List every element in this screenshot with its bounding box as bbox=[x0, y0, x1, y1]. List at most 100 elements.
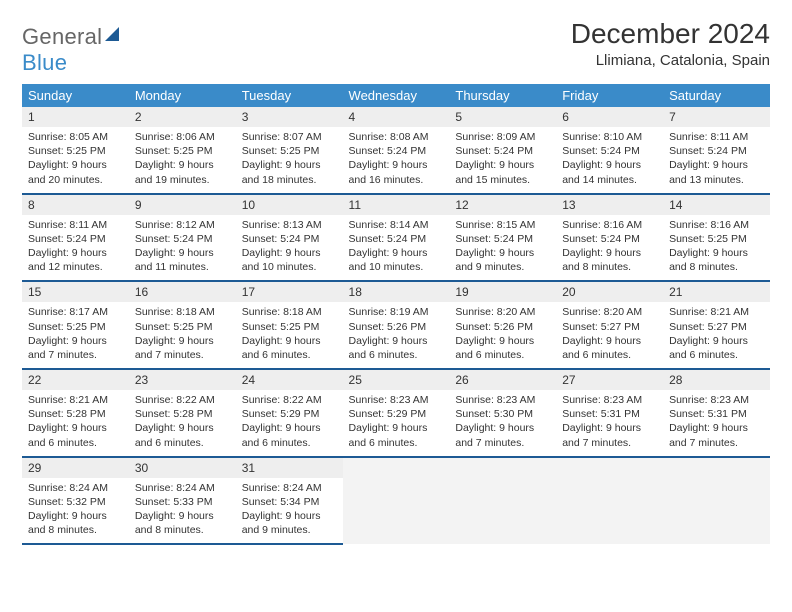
day-info: Sunrise: 8:08 AMSunset: 5:24 PMDaylight:… bbox=[343, 127, 450, 193]
day-number: 20 bbox=[556, 282, 663, 302]
day-info: Sunrise: 8:22 AMSunset: 5:28 PMDaylight:… bbox=[129, 390, 236, 456]
calendar-day: 17Sunrise: 8:18 AMSunset: 5:25 PMDayligh… bbox=[236, 281, 343, 369]
day-info: Sunrise: 8:07 AMSunset: 5:25 PMDaylight:… bbox=[236, 127, 343, 193]
weekday-header: Monday bbox=[129, 84, 236, 107]
calendar-day-empty bbox=[449, 457, 556, 545]
day-info: Sunrise: 8:19 AMSunset: 5:26 PMDaylight:… bbox=[343, 302, 450, 368]
day-number: 24 bbox=[236, 370, 343, 390]
day-info: Sunrise: 8:23 AMSunset: 5:31 PMDaylight:… bbox=[556, 390, 663, 456]
day-info: Sunrise: 8:21 AMSunset: 5:27 PMDaylight:… bbox=[663, 302, 770, 368]
calendar-week: 1Sunrise: 8:05 AMSunset: 5:25 PMDaylight… bbox=[22, 107, 770, 194]
day-number: 21 bbox=[663, 282, 770, 302]
brand-logo: General Blue bbox=[22, 18, 119, 76]
calendar-day: 5Sunrise: 8:09 AMSunset: 5:24 PMDaylight… bbox=[449, 107, 556, 194]
day-number: 17 bbox=[236, 282, 343, 302]
day-info: Sunrise: 8:17 AMSunset: 5:25 PMDaylight:… bbox=[22, 302, 129, 368]
calendar-day: 11Sunrise: 8:14 AMSunset: 5:24 PMDayligh… bbox=[343, 194, 450, 282]
calendar-day: 23Sunrise: 8:22 AMSunset: 5:28 PMDayligh… bbox=[129, 369, 236, 457]
day-number: 31 bbox=[236, 458, 343, 478]
day-number: 6 bbox=[556, 107, 663, 127]
day-number: 28 bbox=[663, 370, 770, 390]
day-number: 2 bbox=[129, 107, 236, 127]
calendar-day: 14Sunrise: 8:16 AMSunset: 5:25 PMDayligh… bbox=[663, 194, 770, 282]
calendar-day: 30Sunrise: 8:24 AMSunset: 5:33 PMDayligh… bbox=[129, 457, 236, 545]
day-info: Sunrise: 8:09 AMSunset: 5:24 PMDaylight:… bbox=[449, 127, 556, 193]
day-number: 1 bbox=[22, 107, 129, 127]
day-info: Sunrise: 8:12 AMSunset: 5:24 PMDaylight:… bbox=[129, 215, 236, 281]
day-info: Sunrise: 8:21 AMSunset: 5:28 PMDaylight:… bbox=[22, 390, 129, 456]
day-info: Sunrise: 8:16 AMSunset: 5:24 PMDaylight:… bbox=[556, 215, 663, 281]
calendar-day: 15Sunrise: 8:17 AMSunset: 5:25 PMDayligh… bbox=[22, 281, 129, 369]
day-info: Sunrise: 8:20 AMSunset: 5:26 PMDaylight:… bbox=[449, 302, 556, 368]
day-info: Sunrise: 8:23 AMSunset: 5:30 PMDaylight:… bbox=[449, 390, 556, 456]
month-title: December 2024 bbox=[571, 18, 770, 50]
calendar-day-empty bbox=[343, 457, 450, 545]
day-number: 3 bbox=[236, 107, 343, 127]
calendar-day: 21Sunrise: 8:21 AMSunset: 5:27 PMDayligh… bbox=[663, 281, 770, 369]
weekday-header: Saturday bbox=[663, 84, 770, 107]
day-number: 15 bbox=[22, 282, 129, 302]
day-number: 26 bbox=[449, 370, 556, 390]
calendar-day: 27Sunrise: 8:23 AMSunset: 5:31 PMDayligh… bbox=[556, 369, 663, 457]
calendar-day: 25Sunrise: 8:23 AMSunset: 5:29 PMDayligh… bbox=[343, 369, 450, 457]
day-number: 29 bbox=[22, 458, 129, 478]
calendar-day: 22Sunrise: 8:21 AMSunset: 5:28 PMDayligh… bbox=[22, 369, 129, 457]
day-info: Sunrise: 8:20 AMSunset: 5:27 PMDaylight:… bbox=[556, 302, 663, 368]
calendar-day: 28Sunrise: 8:23 AMSunset: 5:31 PMDayligh… bbox=[663, 369, 770, 457]
calendar-day: 26Sunrise: 8:23 AMSunset: 5:30 PMDayligh… bbox=[449, 369, 556, 457]
brand-word2: Blue bbox=[22, 50, 67, 75]
calendar-header: SundayMondayTuesdayWednesdayThursdayFrid… bbox=[22, 84, 770, 107]
calendar-day: 16Sunrise: 8:18 AMSunset: 5:25 PMDayligh… bbox=[129, 281, 236, 369]
calendar-day: 29Sunrise: 8:24 AMSunset: 5:32 PMDayligh… bbox=[22, 457, 129, 545]
triangle-icon bbox=[105, 27, 119, 41]
day-number: 30 bbox=[129, 458, 236, 478]
calendar-day-empty bbox=[663, 457, 770, 545]
day-info: Sunrise: 8:24 AMSunset: 5:33 PMDaylight:… bbox=[129, 478, 236, 544]
day-info: Sunrise: 8:24 AMSunset: 5:34 PMDaylight:… bbox=[236, 478, 343, 544]
calendar-day: 20Sunrise: 8:20 AMSunset: 5:27 PMDayligh… bbox=[556, 281, 663, 369]
calendar-day: 10Sunrise: 8:13 AMSunset: 5:24 PMDayligh… bbox=[236, 194, 343, 282]
day-info: Sunrise: 8:23 AMSunset: 5:31 PMDaylight:… bbox=[663, 390, 770, 456]
day-info: Sunrise: 8:14 AMSunset: 5:24 PMDaylight:… bbox=[343, 215, 450, 281]
day-number: 14 bbox=[663, 195, 770, 215]
calendar-week: 15Sunrise: 8:17 AMSunset: 5:25 PMDayligh… bbox=[22, 281, 770, 369]
weekday-header: Thursday bbox=[449, 84, 556, 107]
brand-word1: General bbox=[22, 24, 102, 49]
weekday-header: Friday bbox=[556, 84, 663, 107]
day-info: Sunrise: 8:13 AMSunset: 5:24 PMDaylight:… bbox=[236, 215, 343, 281]
day-number: 9 bbox=[129, 195, 236, 215]
weekday-header: Sunday bbox=[22, 84, 129, 107]
calendar-day: 12Sunrise: 8:15 AMSunset: 5:24 PMDayligh… bbox=[449, 194, 556, 282]
day-number: 4 bbox=[343, 107, 450, 127]
weekday-header: Tuesday bbox=[236, 84, 343, 107]
day-number: 12 bbox=[449, 195, 556, 215]
day-number: 7 bbox=[663, 107, 770, 127]
calendar-day: 2Sunrise: 8:06 AMSunset: 5:25 PMDaylight… bbox=[129, 107, 236, 194]
day-info: Sunrise: 8:23 AMSunset: 5:29 PMDaylight:… bbox=[343, 390, 450, 456]
calendar-day: 6Sunrise: 8:10 AMSunset: 5:24 PMDaylight… bbox=[556, 107, 663, 194]
day-number: 27 bbox=[556, 370, 663, 390]
location: Llimiana, Catalonia, Spain bbox=[571, 52, 770, 69]
day-info: Sunrise: 8:18 AMSunset: 5:25 PMDaylight:… bbox=[236, 302, 343, 368]
calendar-day: 9Sunrise: 8:12 AMSunset: 5:24 PMDaylight… bbox=[129, 194, 236, 282]
day-info: Sunrise: 8:22 AMSunset: 5:29 PMDaylight:… bbox=[236, 390, 343, 456]
day-info: Sunrise: 8:11 AMSunset: 5:24 PMDaylight:… bbox=[22, 215, 129, 281]
calendar-week: 29Sunrise: 8:24 AMSunset: 5:32 PMDayligh… bbox=[22, 457, 770, 545]
day-info: Sunrise: 8:06 AMSunset: 5:25 PMDaylight:… bbox=[129, 127, 236, 193]
day-info: Sunrise: 8:15 AMSunset: 5:24 PMDaylight:… bbox=[449, 215, 556, 281]
day-number: 5 bbox=[449, 107, 556, 127]
calendar-day: 31Sunrise: 8:24 AMSunset: 5:34 PMDayligh… bbox=[236, 457, 343, 545]
day-number: 8 bbox=[22, 195, 129, 215]
day-number: 10 bbox=[236, 195, 343, 215]
title-block: December 2024 Llimiana, Catalonia, Spain bbox=[571, 18, 770, 69]
calendar-day: 19Sunrise: 8:20 AMSunset: 5:26 PMDayligh… bbox=[449, 281, 556, 369]
day-number: 25 bbox=[343, 370, 450, 390]
calendar-day-empty bbox=[556, 457, 663, 545]
calendar-week: 8Sunrise: 8:11 AMSunset: 5:24 PMDaylight… bbox=[22, 194, 770, 282]
calendar-day: 1Sunrise: 8:05 AMSunset: 5:25 PMDaylight… bbox=[22, 107, 129, 194]
calendar-day: 13Sunrise: 8:16 AMSunset: 5:24 PMDayligh… bbox=[556, 194, 663, 282]
calendar-day: 18Sunrise: 8:19 AMSunset: 5:26 PMDayligh… bbox=[343, 281, 450, 369]
header: General Blue December 2024 Llimiana, Cat… bbox=[22, 18, 770, 76]
calendar-table: SundayMondayTuesdayWednesdayThursdayFrid… bbox=[22, 84, 770, 545]
day-info: Sunrise: 8:10 AMSunset: 5:24 PMDaylight:… bbox=[556, 127, 663, 193]
